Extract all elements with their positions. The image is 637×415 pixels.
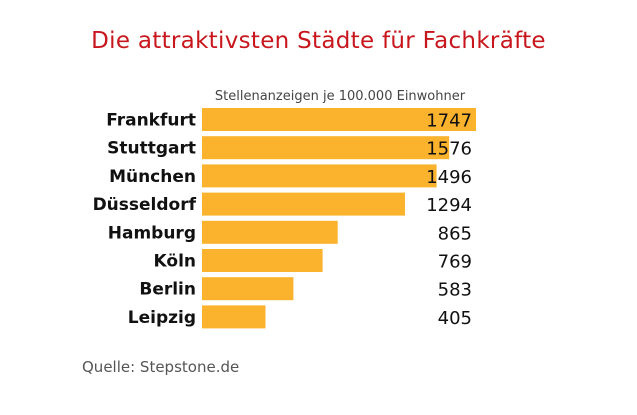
value-labels: 1747 1576 1496 1294 865 769 583 405: [426, 111, 472, 329]
value-label: 1576: [426, 139, 472, 160]
bar-köln: [202, 249, 323, 272]
source-note: Quelle: Stepstone.de: [82, 358, 240, 376]
value-label: 769: [438, 252, 472, 273]
category-labels: Frankfurt Stuttgart München Düsseldorf Hambu…: [93, 111, 197, 328]
bar-hamburg: [202, 220, 338, 244]
value-label: 583: [438, 280, 472, 301]
x-axis-label: Stellenanzeigen je 100.000 Einwohner: [215, 89, 466, 104]
value-label: 405: [438, 308, 472, 329]
category-label: München: [109, 167, 196, 187]
bar-frankfurt: [202, 108, 476, 131]
category-label: Düsseldorf: [93, 195, 197, 215]
bar-stuttgart: [202, 136, 450, 160]
bar-berlin: [202, 277, 294, 301]
value-label: 1294: [426, 195, 472, 216]
category-label: Frankfurt: [106, 111, 196, 131]
bar-münchen: [202, 164, 437, 188]
category-label: Stuttgart: [107, 139, 196, 159]
bars-group: [202, 108, 476, 329]
bar-düsseldorf: [202, 192, 405, 216]
category-label: Leipzig: [128, 308, 196, 328]
chart-title: Die attraktivsten Städte für Fachkräfte: [91, 28, 546, 54]
value-label: 1747: [426, 111, 472, 132]
value-label: 1496: [426, 167, 472, 188]
value-label: 865: [438, 223, 472, 244]
category-label: Köln: [154, 252, 196, 272]
bar-leipzig: [202, 305, 266, 329]
category-label: Hamburg: [108, 223, 196, 243]
category-label: Berlin: [139, 280, 196, 300]
